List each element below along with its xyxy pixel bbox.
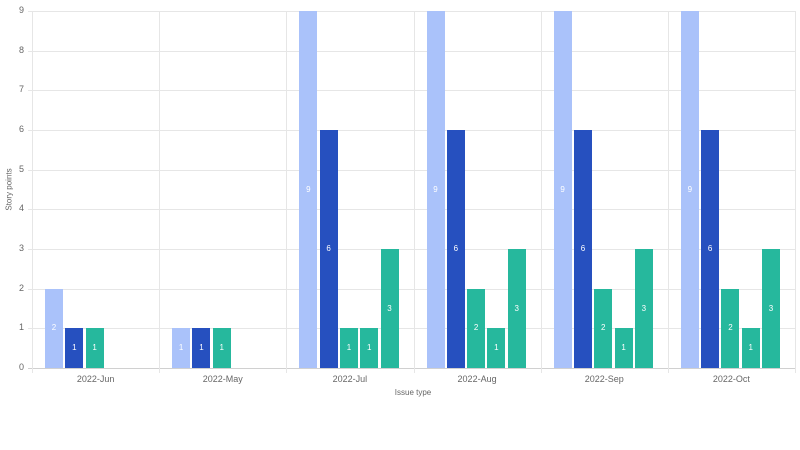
vertical-gridline bbox=[32, 11, 33, 373]
bar[interactable]: 1 bbox=[741, 328, 760, 368]
bar-value-label: 2 bbox=[601, 323, 606, 333]
bar-value-label: 2 bbox=[51, 323, 57, 333]
vertical-gridline bbox=[414, 11, 415, 373]
y-tick-label: 3 bbox=[18, 243, 24, 253]
bar[interactable]: 3 bbox=[634, 249, 653, 368]
x-tick-label: 2022-Jul bbox=[332, 374, 368, 384]
gridline bbox=[28, 209, 795, 210]
gridline bbox=[28, 51, 795, 52]
bar-value-label: 9 bbox=[560, 184, 565, 194]
vertical-gridline bbox=[795, 11, 796, 373]
gridline bbox=[28, 368, 795, 369]
y-tick-label: 6 bbox=[18, 124, 24, 134]
bar-value-label: 9 bbox=[433, 184, 438, 194]
x-tick-label: 2022-Aug bbox=[457, 374, 497, 384]
bar[interactable]: 9 bbox=[299, 11, 318, 368]
bar-value-label: 1 bbox=[621, 343, 626, 353]
bar[interactable]: 9 bbox=[680, 11, 699, 368]
bar[interactable]: 9 bbox=[426, 11, 445, 368]
gridline bbox=[28, 11, 795, 12]
bar-value-label: 1 bbox=[219, 343, 224, 353]
y-tick-label: 8 bbox=[18, 45, 24, 55]
bar-value-label: 3 bbox=[768, 303, 774, 313]
vertical-gridline bbox=[541, 11, 542, 373]
bar[interactable]: 1 bbox=[360, 328, 379, 368]
y-tick-label: 9 bbox=[18, 5, 24, 15]
x-tick-label: 2022-Oct bbox=[712, 374, 750, 384]
x-tick-label: 2022-Jun bbox=[76, 374, 115, 384]
bar-value-label: 2 bbox=[473, 323, 479, 333]
bar-value-label: 1 bbox=[199, 343, 204, 353]
y-tick-label: 5 bbox=[18, 164, 24, 174]
y-tick-label: 7 bbox=[18, 84, 24, 94]
bar[interactable]: 6 bbox=[446, 130, 465, 368]
bar[interactable]: 1 bbox=[212, 328, 231, 368]
bar-value-label: 9 bbox=[306, 184, 311, 194]
bar[interactable]: 6 bbox=[319, 130, 338, 368]
bar-value-label: 1 bbox=[748, 343, 753, 353]
bar[interactable]: 1 bbox=[65, 328, 84, 368]
bar-value-label: 6 bbox=[326, 244, 331, 253]
bar[interactable]: 6 bbox=[701, 130, 720, 368]
y-tick-label: 0 bbox=[18, 362, 24, 372]
bar[interactable]: 6 bbox=[573, 130, 592, 368]
bar-value-label: 1 bbox=[366, 343, 372, 353]
bar[interactable]: 2 bbox=[721, 288, 740, 368]
bar-value-label: 3 bbox=[641, 303, 647, 313]
bar[interactable]: 1 bbox=[85, 328, 104, 368]
bar-value-label: 3 bbox=[514, 303, 519, 313]
bar[interactable]: 3 bbox=[762, 249, 781, 368]
vertical-gridline bbox=[668, 11, 669, 373]
x-tick-label: 2022-May bbox=[202, 374, 243, 384]
bar[interactable]: 1 bbox=[487, 328, 506, 368]
bar-value-label: 1 bbox=[346, 343, 352, 353]
bar-value-label: 1 bbox=[178, 343, 184, 353]
bar-value-label: 6 bbox=[580, 244, 586, 253]
bar[interactable]: 3 bbox=[380, 249, 399, 368]
bar[interactable]: 1 bbox=[614, 328, 633, 368]
y-tick-label: 4 bbox=[18, 203, 24, 213]
bar-value-label: 9 bbox=[687, 184, 693, 194]
bar-value-label: 1 bbox=[92, 343, 97, 353]
bar[interactable]: 1 bbox=[339, 328, 358, 368]
bar-value-label: 6 bbox=[707, 244, 713, 253]
bar-value-label: 1 bbox=[72, 343, 77, 353]
bar[interactable]: 1 bbox=[192, 328, 211, 368]
bar[interactable]: 2 bbox=[594, 288, 613, 368]
bar-value-label: 6 bbox=[453, 244, 459, 253]
gridline bbox=[28, 289, 795, 290]
bar-value-label: 1 bbox=[494, 343, 499, 353]
y-tick-label: 2 bbox=[18, 283, 24, 293]
bar-value-label: 3 bbox=[387, 303, 392, 313]
bar[interactable]: 3 bbox=[507, 249, 526, 368]
x-axis-title: Issue type bbox=[394, 388, 432, 397]
bar[interactable]: 2 bbox=[45, 288, 63, 368]
gridline bbox=[28, 170, 795, 171]
gridline bbox=[28, 328, 795, 329]
gridline bbox=[28, 90, 795, 91]
vertical-gridline bbox=[286, 11, 287, 373]
bar-value-label: 2 bbox=[728, 323, 733, 333]
y-tick-label: 1 bbox=[18, 322, 24, 332]
gridline bbox=[28, 249, 795, 250]
bar[interactable]: 1 bbox=[172, 328, 191, 368]
bar[interactable]: 2 bbox=[467, 288, 486, 368]
x-tick-label: 2022-Sep bbox=[584, 374, 624, 384]
bar[interactable]: 9 bbox=[553, 11, 572, 368]
vertical-gridline bbox=[159, 11, 160, 373]
gridline bbox=[28, 130, 795, 131]
